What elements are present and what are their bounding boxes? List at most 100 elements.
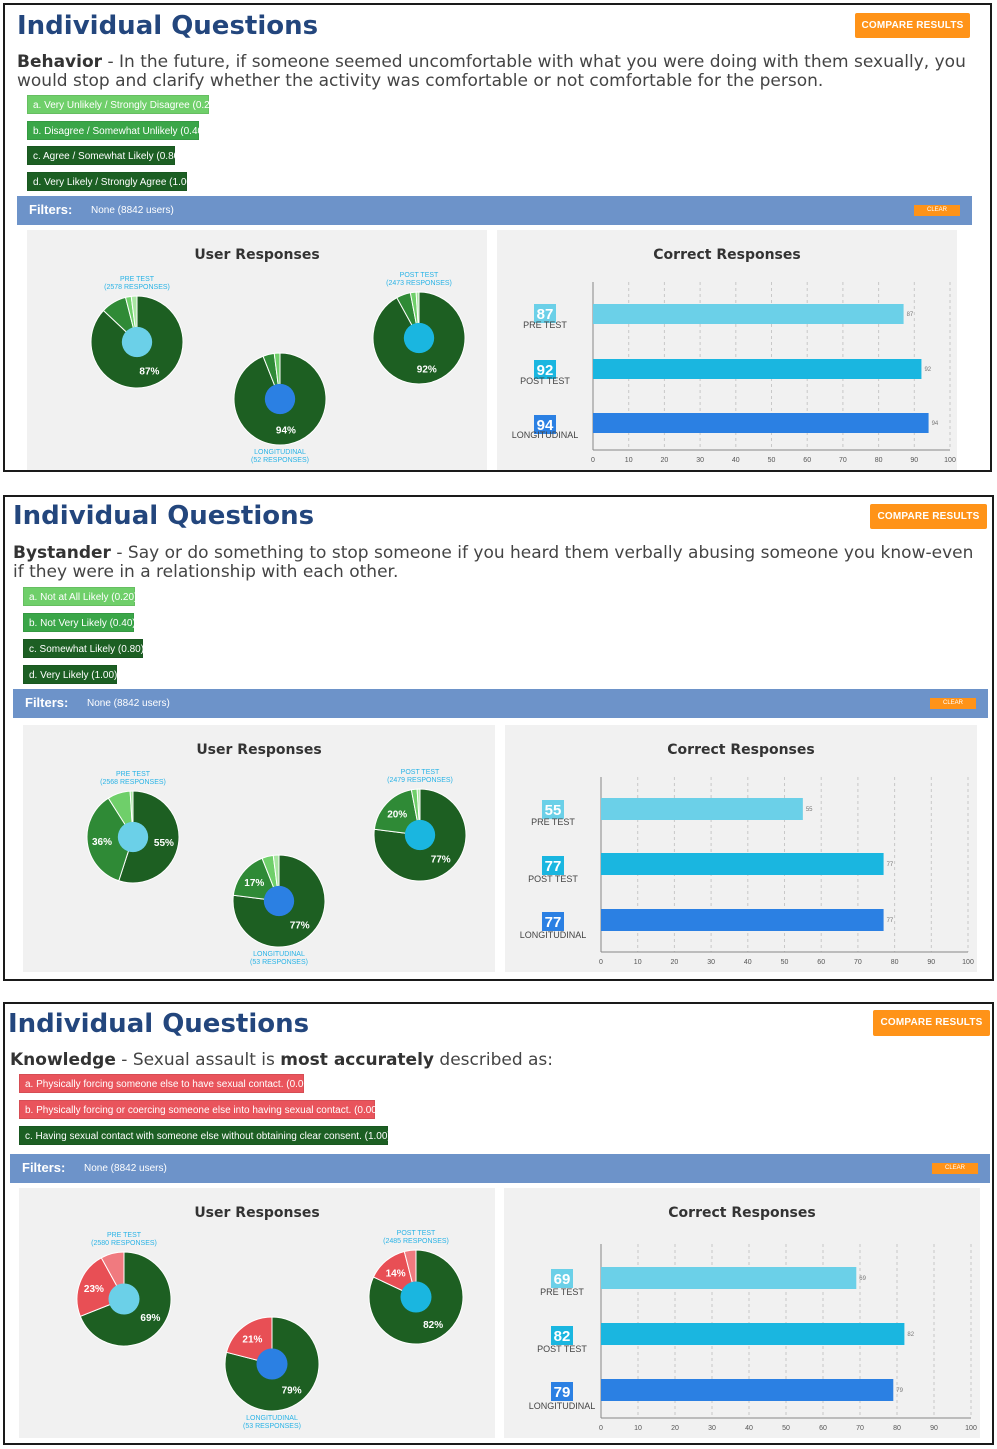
pie-slice	[373, 789, 421, 836]
answer-option: c. Agree / Somewhat Likely (0.80)	[27, 146, 183, 165]
pie-slice-label: 94%	[276, 426, 296, 437]
user-responses-title: User Responses	[194, 247, 320, 263]
pie-caption-count: (2473 RESPONSES)	[386, 280, 452, 287]
question-category: Bystander	[13, 543, 111, 563]
pie-caption-longitudinal: LONGITUDINAL (53 RESPONSES)	[222, 1415, 322, 1431]
user-responses-title: User Responses	[196, 742, 322, 758]
answer-option: d. Very Likely (1.00)	[23, 665, 117, 684]
user-responses-chart: User Responses 69% 23% 79% 21% 82% 14% PRE TEST…	[19, 1188, 495, 1438]
bar-score-badge	[551, 1326, 573, 1345]
pie-caption-title: POST TEST	[400, 769, 440, 776]
pie-slice-label: 87%	[139, 367, 159, 378]
pie-caption-post: POST TEST (2485 RESPONSES)	[366, 1230, 466, 1246]
x-axis-tick-label: 10	[634, 959, 642, 966]
bar-category-label: PRE TEST	[531, 817, 575, 827]
bar	[601, 1267, 857, 1289]
clear-filters-button[interactable]: CLEAR	[932, 1163, 978, 1174]
pie-center-hole	[121, 326, 153, 358]
x-axis-tick-label: 70	[839, 457, 847, 464]
pie-caption-post: POST TEST (2479 RESPONSES)	[370, 769, 470, 785]
answer-option: c. Somewhat Likely (0.80)	[23, 639, 144, 658]
x-axis-tick-label: 90	[930, 1425, 938, 1432]
bar-value-label: 77	[887, 862, 894, 868]
x-axis-tick-label: 80	[875, 457, 883, 464]
pie-center-hole	[404, 819, 436, 851]
pie-slice-label: 36%	[92, 837, 112, 848]
correct-responses-chart: Correct Responses 0 10 20 30 40 50 60 70 80 90 100 5…	[505, 725, 977, 972]
bar	[601, 1379, 894, 1401]
bar-score-badge	[551, 1382, 573, 1401]
pie-slice	[86, 797, 134, 882]
filters-bar: Filters: None (8842 users) CLEAR	[10, 1154, 990, 1183]
pie-slice-label: 20%	[387, 810, 407, 821]
pie-center-hole	[256, 1348, 288, 1380]
compare-results-button[interactable]: COMPARE RESULTS	[873, 1010, 990, 1036]
question-separator: -	[110, 543, 128, 563]
bar-score-value: 55	[545, 802, 562, 819]
question-text-part: Sexual assault is	[132, 1050, 281, 1070]
bar-category-label: POST TEST	[537, 1344, 587, 1354]
question-body: In the future, if someone seemed uncomfo…	[17, 52, 966, 91]
bar-score-value: 69	[554, 1271, 571, 1288]
clear-filters-button[interactable]: CLEAR	[914, 205, 960, 216]
user-responses-chart: User Responses 55% 36% 77% 17% 77% 20% PRE TEST…	[23, 725, 495, 972]
bar-score-value: 77	[545, 914, 562, 931]
pie-pre: 69% 23%	[76, 1251, 172, 1347]
user-responses-chart: User Responses 87% 94% 92% PRE TEST (2578 RES…	[27, 230, 487, 470]
question-panel: Individual Questions COMPARE RESULTS Bysta…	[3, 495, 994, 981]
pie-pre: 87%	[90, 295, 184, 389]
x-axis-tick-label: 10	[625, 457, 633, 464]
bar-value-label: 77	[887, 918, 894, 924]
bar-score-badge	[534, 415, 556, 434]
pie-caption-title: LONGITUDINAL	[254, 449, 306, 456]
pie-center-hole	[400, 1281, 432, 1313]
pie-caption-count: (2485 RESPONSES)	[383, 1238, 449, 1245]
page-title: Individual Questions	[17, 11, 319, 41]
question-text: Behavior - In the future, if someone see…	[17, 53, 977, 91]
bar-score-value: 87	[537, 306, 554, 323]
pie-caption-longitudinal: LONGITUDINAL (52 RESPONSES)	[230, 449, 330, 465]
pie-slice-label: 77%	[431, 855, 451, 866]
x-axis-tick-label: 20	[661, 457, 669, 464]
bar-value-label: 55	[806, 807, 813, 813]
answer-option: a. Physically forcing someone else to ha…	[19, 1074, 312, 1093]
bar	[593, 304, 904, 324]
bar-category-label: LONGITUDINAL	[529, 1401, 596, 1411]
x-axis-tick-label: 60	[819, 1425, 827, 1432]
x-axis-tick-label: 100	[944, 457, 956, 464]
pie-caption-count: (53 RESPONSES)	[250, 959, 308, 966]
question-separator: -	[115, 1050, 133, 1070]
bar-score-badge	[534, 360, 556, 379]
pie-post: 82% 14%	[368, 1249, 464, 1345]
pie-caption-pre: PRE TEST (2580 RESPONSES)	[74, 1232, 174, 1248]
pie-caption-pre: PRE TEST (2578 RESPONSES)	[87, 276, 187, 292]
pie-slice-label: 79%	[282, 1385, 302, 1396]
bar-score-badge	[542, 912, 564, 931]
filters-label: Filters:	[25, 695, 69, 710]
pie-slice	[232, 857, 280, 902]
pie-center-hole	[117, 821, 149, 853]
filters-bar: Filters: None (8842 users) CLEAR	[17, 196, 972, 225]
pie-longitudinal: 79% 21%	[224, 1316, 320, 1412]
compare-results-button[interactable]: COMPARE RESULTS	[855, 13, 970, 38]
answer-option: b. Not Very Likely (0.40)	[23, 613, 136, 632]
x-axis-tick-label: 100	[962, 959, 974, 966]
bar-category-label: PRE TEST	[523, 320, 567, 330]
pie-caption-pre: PRE TEST (2568 RESPONSES)	[83, 771, 183, 787]
question-separator: -	[102, 52, 119, 72]
x-axis-tick-label: 90	[910, 457, 918, 464]
pie-slice-label: 69%	[140, 1313, 160, 1324]
clear-filters-button[interactable]: CLEAR	[930, 698, 976, 709]
filters-value: None (8842 users)	[84, 1163, 167, 1174]
x-axis-tick-label: 30	[707, 959, 715, 966]
compare-results-button[interactable]: COMPARE RESULTS	[870, 504, 987, 529]
pie-slice	[225, 1316, 273, 1365]
pie-caption-count: (2580 RESPONSES)	[91, 1240, 157, 1247]
pie-caption-title: POST TEST	[399, 272, 439, 279]
pie-caption-count: (2578 RESPONSES)	[104, 284, 170, 291]
x-axis-tick-label: 40	[745, 1425, 753, 1432]
bar-score-badge	[534, 304, 556, 323]
answer-option: a. Not at All Likely (0.20)	[23, 587, 137, 606]
correct-responses-title: Correct Responses	[653, 247, 801, 263]
pie-charts-svg: 55% 36% 77% 17% 77% 20%	[86, 788, 467, 948]
